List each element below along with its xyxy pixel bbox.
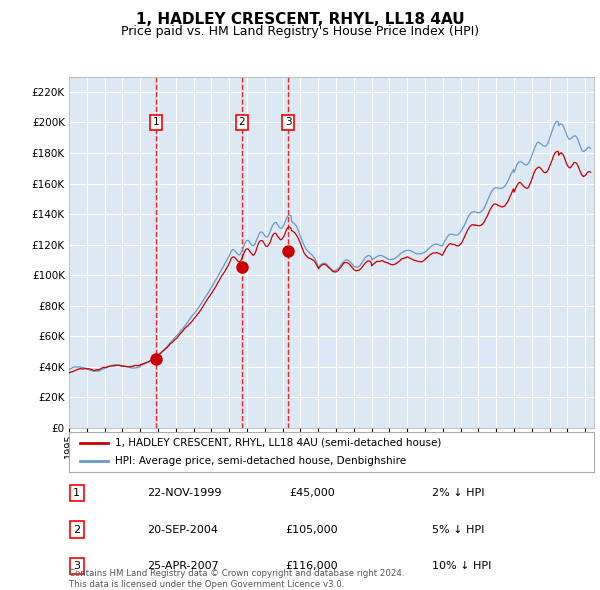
Text: 22-NOV-1999: 22-NOV-1999 xyxy=(147,488,221,498)
Text: £45,000: £45,000 xyxy=(289,488,335,498)
Text: 20-SEP-2004: 20-SEP-2004 xyxy=(147,525,218,535)
Text: 10% ↓ HPI: 10% ↓ HPI xyxy=(432,561,491,571)
Text: 2: 2 xyxy=(239,117,245,127)
Text: 5% ↓ HPI: 5% ↓ HPI xyxy=(432,525,484,535)
Text: 1: 1 xyxy=(153,117,160,127)
Text: Price paid vs. HM Land Registry's House Price Index (HPI): Price paid vs. HM Land Registry's House … xyxy=(121,25,479,38)
Text: 1, HADLEY CRESCENT, RHYL, LL18 4AU: 1, HADLEY CRESCENT, RHYL, LL18 4AU xyxy=(136,12,464,27)
Text: 2% ↓ HPI: 2% ↓ HPI xyxy=(432,488,485,498)
Text: 1, HADLEY CRESCENT, RHYL, LL18 4AU (semi-detached house): 1, HADLEY CRESCENT, RHYL, LL18 4AU (semi… xyxy=(115,438,442,448)
Text: £105,000: £105,000 xyxy=(286,525,338,535)
Text: HPI: Average price, semi-detached house, Denbighshire: HPI: Average price, semi-detached house,… xyxy=(115,456,406,466)
Text: Contains HM Land Registry data © Crown copyright and database right 2024.
This d: Contains HM Land Registry data © Crown c… xyxy=(69,569,404,589)
Text: 2: 2 xyxy=(73,525,80,535)
Text: 3: 3 xyxy=(285,117,292,127)
Text: 25-APR-2007: 25-APR-2007 xyxy=(147,561,219,571)
Text: £116,000: £116,000 xyxy=(286,561,338,571)
Text: 3: 3 xyxy=(73,561,80,571)
Text: 1: 1 xyxy=(73,488,80,498)
